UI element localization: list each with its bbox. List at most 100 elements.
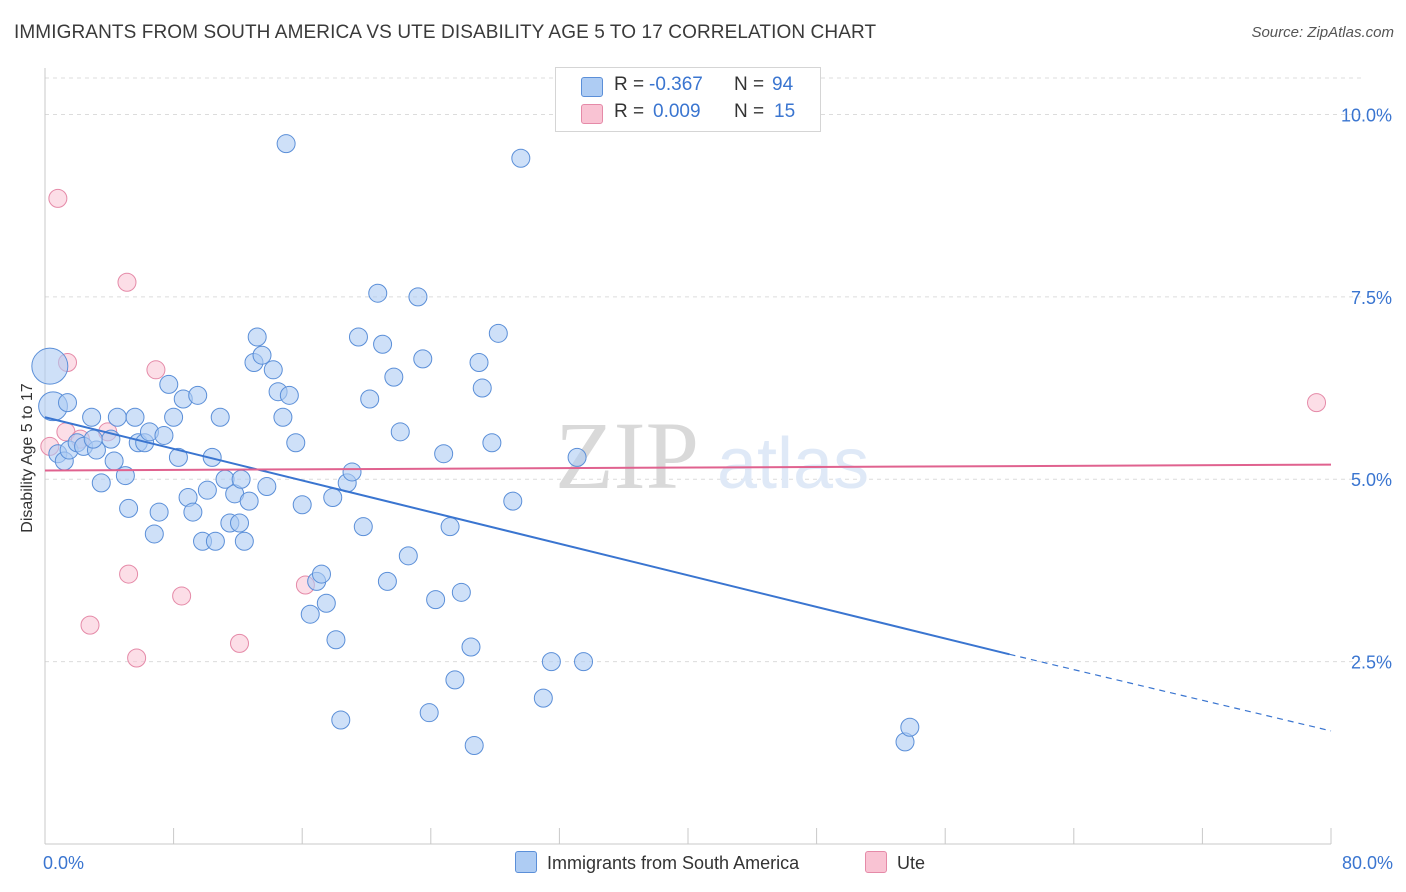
immigrants-point	[377, 571, 397, 591]
immigrants-point	[230, 513, 250, 533]
ute-point	[119, 564, 139, 584]
immigrants-point	[472, 378, 492, 398]
x-tick-label-max: 80.0%	[1342, 853, 1393, 873]
immigrants-point	[451, 582, 471, 602]
immigrants-point	[159, 374, 179, 394]
immigrants-point	[368, 283, 388, 303]
immigrants-point	[434, 444, 454, 464]
y-tick-label: 2.5%	[1351, 653, 1392, 673]
n-value: 15	[774, 101, 796, 122]
ute-point	[1307, 393, 1327, 413]
immigrants-point	[384, 367, 404, 387]
immigrants-point	[231, 469, 251, 489]
ute-point	[48, 188, 68, 208]
immigrants-point	[373, 334, 393, 354]
r-label: R =	[614, 101, 645, 122]
immigrants-point	[323, 487, 343, 507]
r-label: R =	[614, 74, 645, 95]
y-tick-label: 10.0%	[1341, 105, 1392, 125]
immigrants-point	[168, 447, 188, 467]
immigrants-point	[205, 531, 225, 551]
immigrants-point	[342, 462, 362, 482]
ute-point	[146, 360, 166, 380]
ute-legend-swatch	[865, 851, 887, 873]
immigrants-point	[234, 531, 254, 551]
immigrants-point	[263, 360, 283, 380]
immigrants-point	[488, 323, 508, 343]
ute-point	[117, 272, 137, 292]
immigrants-point	[408, 287, 428, 307]
y-tick-label: 7.5%	[1351, 288, 1392, 308]
immigrants-point	[149, 502, 169, 522]
immigrants-point	[331, 710, 351, 730]
immigrants-points	[31, 134, 920, 756]
immigrants-point	[279, 385, 299, 405]
source-label: Source: ZipAtlas.com	[1251, 24, 1394, 41]
immigrants-trend-line	[44, 416, 1010, 656]
immigrants-point	[292, 495, 312, 515]
immigrants-swatch	[581, 77, 603, 97]
immigrants-point	[419, 703, 439, 723]
immigrants-point	[197, 480, 217, 500]
immigrants-point	[91, 473, 111, 493]
watermark-atlas: atlas	[717, 424, 869, 504]
immigrants-point	[247, 327, 267, 347]
immigrants-point	[83, 429, 103, 449]
stats-box: R = -0.367 N = 94 R = 0.009 N = 15	[555, 67, 821, 132]
legend-item-ute[interactable]: Ute	[865, 851, 925, 874]
legend-item-immigrants[interactable]: Immigrants from South America	[515, 851, 799, 874]
immigrants-point	[440, 517, 460, 537]
r-value: -0.367	[649, 74, 703, 95]
immigrants-point	[125, 407, 145, 427]
immigrants-point	[398, 546, 418, 566]
immigrants-point	[31, 347, 69, 385]
immigrants-point	[316, 593, 336, 613]
immigrants-point	[188, 385, 208, 405]
ute-point	[172, 586, 192, 606]
n-value: 94	[772, 74, 794, 95]
ute-trend-line	[44, 463, 1332, 472]
immigrants-point	[413, 349, 433, 369]
immigrants-point	[107, 407, 127, 427]
immigrants-point	[426, 590, 446, 610]
immigrants-point	[239, 491, 259, 511]
ute-point	[80, 615, 100, 635]
watermark: ZIP atlas	[555, 402, 869, 509]
immigrants-point	[154, 425, 174, 445]
x-tick-label-min: 0.0%	[43, 853, 84, 873]
immigrants-point	[353, 517, 373, 537]
immigrants-point	[300, 604, 320, 624]
immigrants-point	[533, 688, 553, 708]
immigrants-point	[82, 407, 102, 427]
immigrants-point	[503, 491, 523, 511]
immigrants-point	[252, 345, 272, 365]
immigrants-point	[348, 327, 368, 347]
immigrants-point	[326, 630, 346, 650]
immigrants-point	[390, 422, 410, 442]
ute-point	[127, 648, 147, 668]
immigrants-legend-swatch	[515, 851, 537, 873]
n-label: N =	[734, 101, 765, 122]
immigrants-point	[464, 736, 484, 756]
tick-labels: 2.5% 5.0% 7.5% 10.0% 0.0% 80.0%	[43, 105, 1393, 873]
ute-points	[40, 188, 1327, 668]
legend-label-ute: Ute	[897, 853, 926, 873]
r-value: 0.009	[653, 101, 701, 122]
immigrants-point	[104, 451, 124, 471]
immigrants-point	[482, 433, 502, 453]
ute-swatch	[581, 104, 603, 124]
immigrants-trend-extension	[1009, 653, 1332, 732]
immigrants-point	[257, 477, 277, 497]
immigrants-point	[210, 407, 230, 427]
immigrants-point	[511, 148, 531, 168]
axes	[44, 68, 1332, 845]
immigrants-point	[119, 498, 139, 518]
chart-title: IMMIGRANTS FROM SOUTH AMERICA VS UTE DIS…	[14, 22, 877, 43]
legend-label-immigrants: Immigrants from South America	[547, 853, 800, 873]
immigrants-point	[164, 407, 184, 427]
immigrants-point	[900, 717, 920, 737]
immigrants-point	[567, 447, 587, 467]
immigrants-point	[311, 564, 331, 584]
immigrants-point	[541, 652, 561, 672]
